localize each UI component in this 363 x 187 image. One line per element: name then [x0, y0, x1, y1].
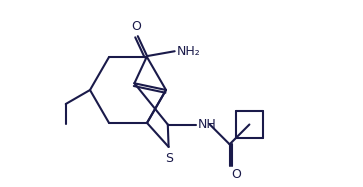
- Text: O: O: [232, 168, 241, 181]
- Text: NH: NH: [198, 118, 217, 131]
- Text: NH₂: NH₂: [177, 45, 200, 58]
- Text: S: S: [166, 152, 174, 165]
- Text: O: O: [131, 20, 141, 33]
